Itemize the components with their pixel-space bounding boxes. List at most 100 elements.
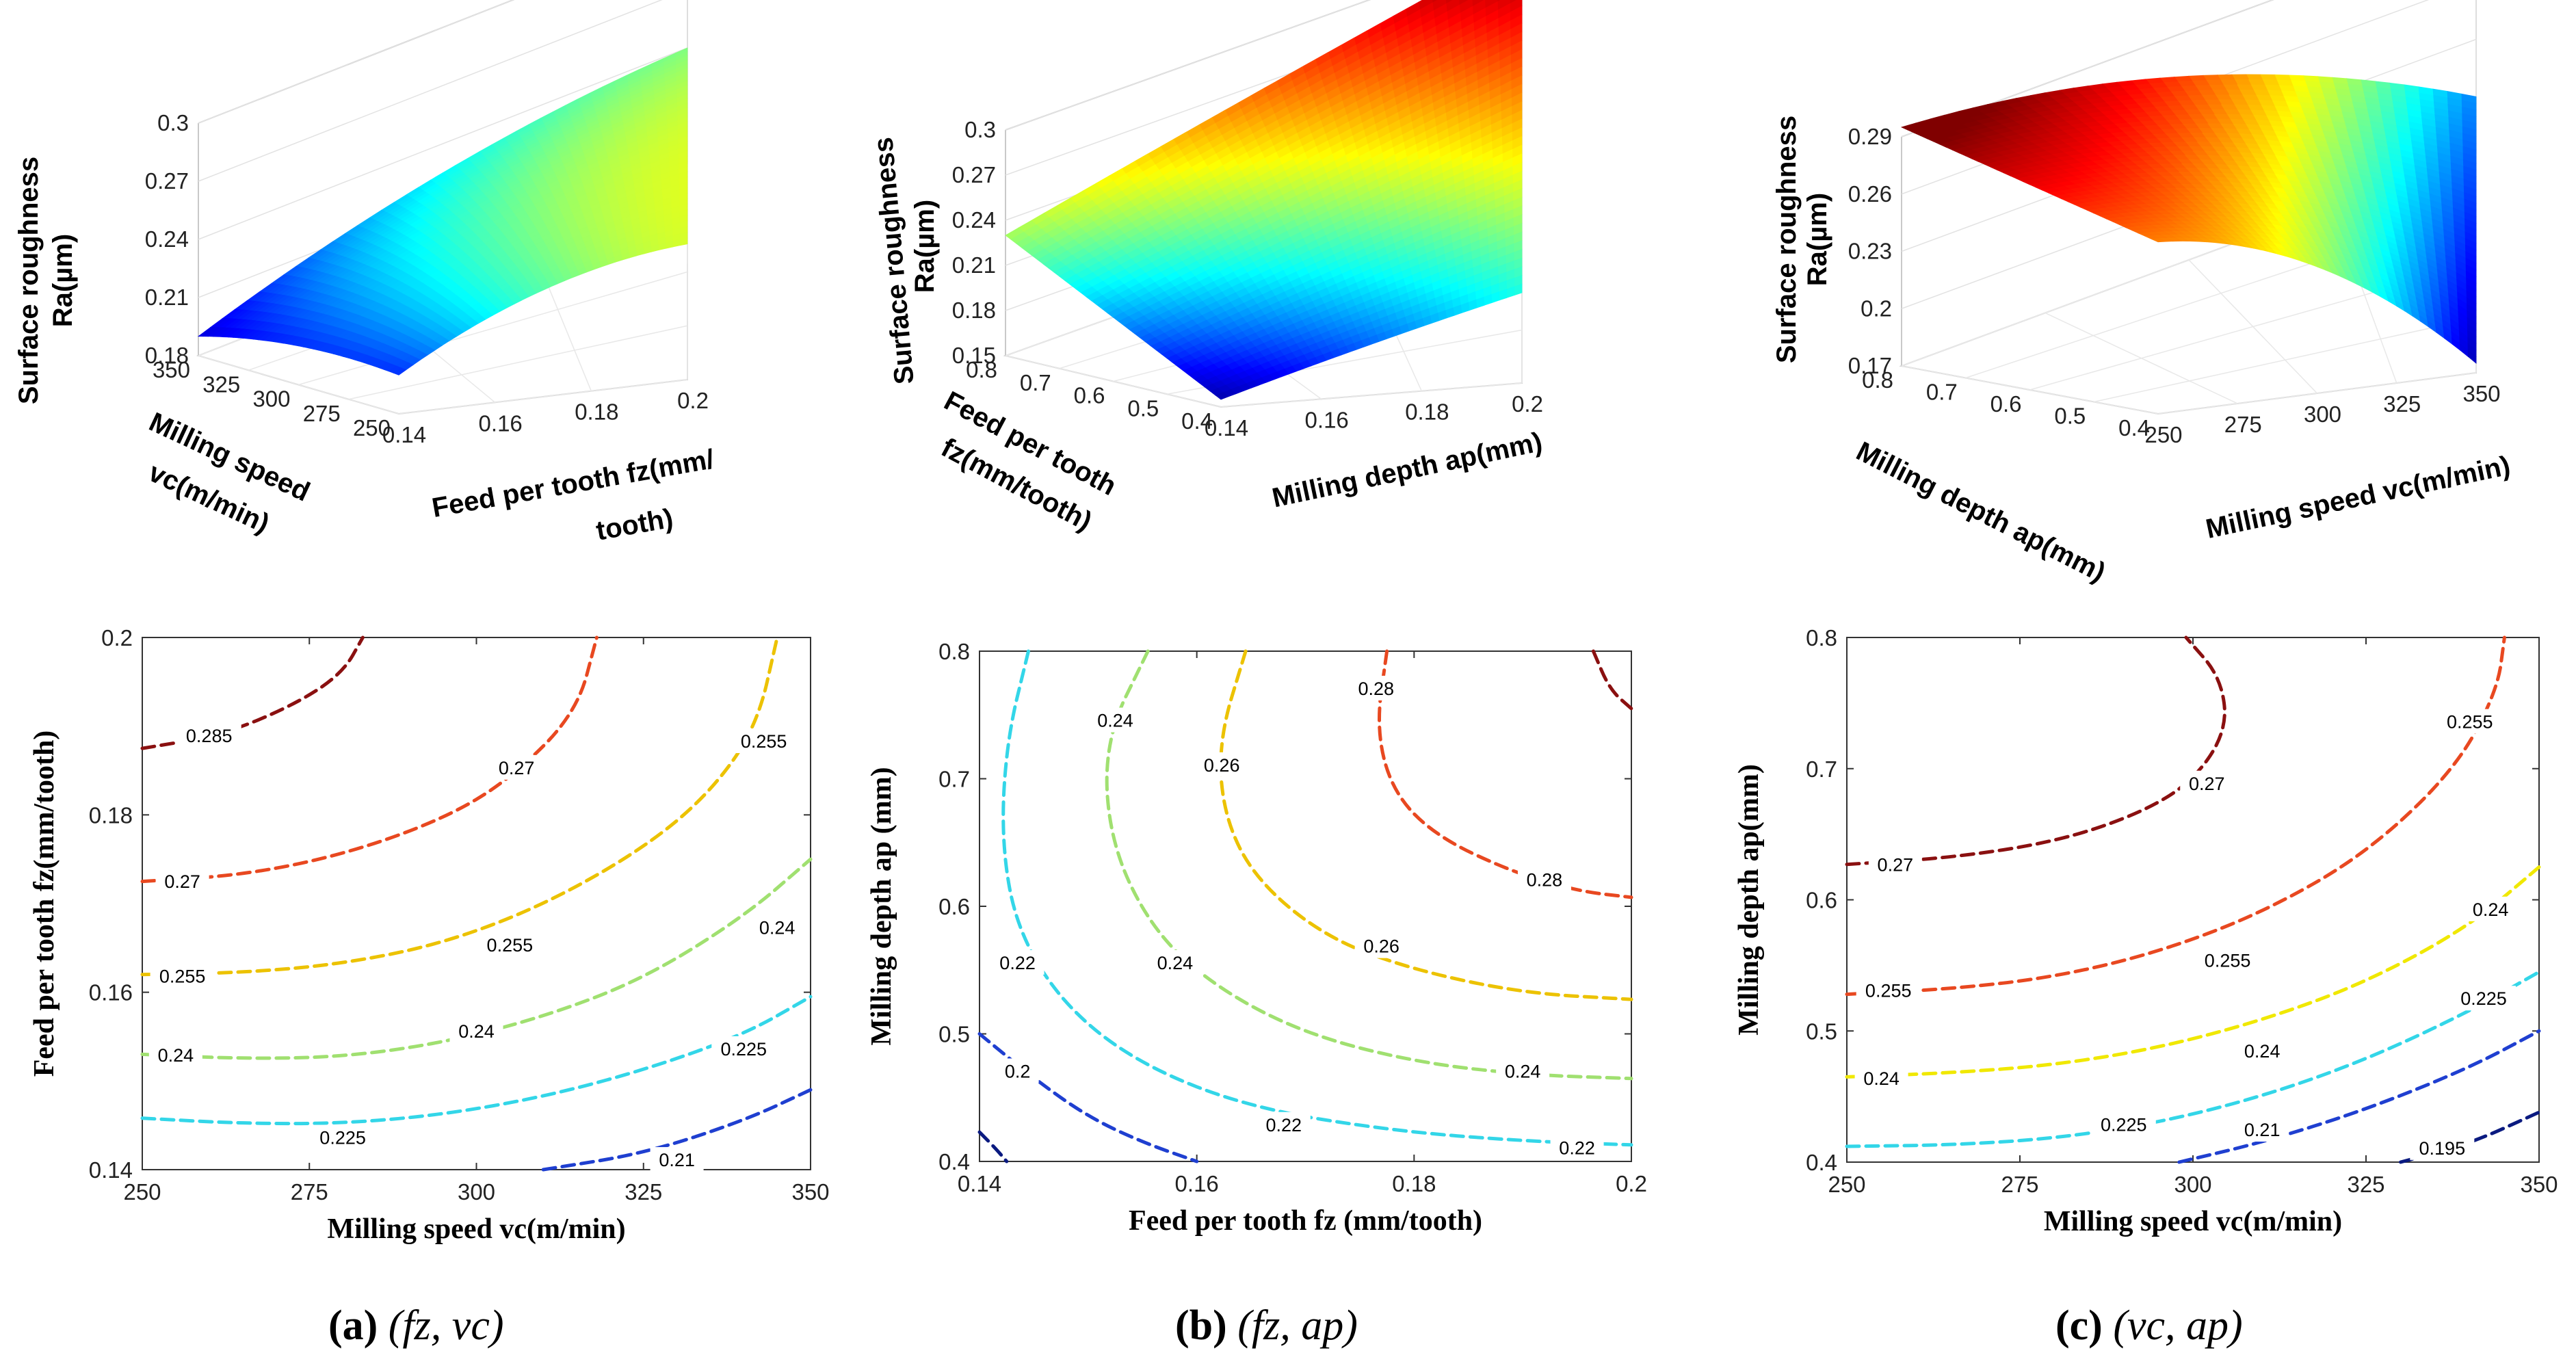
x-tick-label: 250: [2144, 422, 2182, 447]
x-axis-label-unit: tooth): [594, 503, 675, 547]
contour-label: 0.21: [659, 1150, 695, 1170]
surface-mesh: [1900, 74, 2477, 364]
x-tick-label: 325: [2383, 391, 2421, 417]
y-tick-label: 0.4: [1181, 408, 1213, 434]
x-axis-label: Milling depth ap(mm): [1270, 427, 1545, 514]
contour-label: 0.225: [721, 1039, 767, 1060]
contour-label: 0.285: [186, 726, 233, 746]
y-tick-label: 350: [153, 357, 190, 382]
y-axis-label: Milling depth ap(mm): [1852, 436, 2110, 588]
surface-facet: [2265, 84, 2283, 92]
x-tick-label: 300: [2304, 402, 2341, 427]
x-tick-label: 0.2: [1512, 391, 1543, 417]
y-tick-label: 0.6: [1990, 391, 2022, 417]
x-tick-label: 275: [291, 1179, 328, 1205]
x-tick-label: 0.16: [1305, 407, 1349, 432]
x-axis-label: Milling speed vc(m/min): [327, 1213, 625, 1245]
floor-gridline: [2094, 317, 2477, 403]
floor-gridline: [298, 271, 688, 386]
z-tick-label: 0.21: [145, 285, 189, 310]
floor-gridline: [398, 379, 688, 415]
surface-facet: [679, 237, 688, 246]
z-axis-label: Surface roughness: [1772, 116, 1802, 363]
y-tick-label: 275: [303, 401, 341, 426]
plot-frame: [979, 650, 1632, 1162]
x-tick-label: 0.18: [1392, 1171, 1436, 1196]
contour-label: 0.27: [164, 871, 200, 892]
z-tick-label: 0.21: [952, 252, 996, 278]
z-tick-label: 0.27: [952, 162, 996, 187]
contour-label: 0.24: [158, 1045, 194, 1066]
surface-facet: [2276, 79, 2294, 87]
floor-gridline: [348, 325, 688, 400]
z-tick-label: 0.3: [157, 110, 189, 135]
surface-facet: [2274, 74, 2292, 81]
surface-plot-b: 0.150.180.210.240.270.30.14 0.16 0.18 0.20.…: [868, 0, 1545, 537]
x-tick-label: 0.16: [1175, 1171, 1219, 1196]
y-tick-label: 0.8: [1862, 367, 1893, 393]
contour-label: 0.255: [487, 935, 534, 956]
x-tick-label: 275: [2224, 412, 2262, 437]
surface-plot-a: 0.18 0.21 0.24 0.27 0.3 0.14 0.16 0.18 0.2 250 275…: [14, 0, 716, 547]
z-tick-label: 0.18: [145, 343, 189, 368]
y-tick-label: 0.18: [89, 802, 133, 828]
z-axis-label-unit: Ra(µm): [1802, 193, 1832, 286]
y-tick-label: 0.7: [1020, 370, 1051, 395]
contour-label: 0.27: [499, 758, 535, 778]
contour-label: 0.255: [741, 731, 787, 752]
z-axis-label-unit: Ra(µm): [910, 200, 940, 293]
y-tick-label: 300: [252, 386, 290, 412]
x-tick-label: 325: [625, 1179, 662, 1205]
contour-label: 0.24: [458, 1021, 495, 1042]
x-tick-label: 0.14: [382, 422, 426, 447]
y-tick-label: 0.14: [89, 1157, 133, 1183]
z-axis-label-unit: Ra(µm): [48, 234, 78, 327]
x-tick-label: 0.18: [575, 399, 618, 425]
x-tick-label: 250: [123, 1179, 161, 1205]
y-tick-label: 0.7: [1926, 380, 1958, 405]
z-tick-label: 0.3: [964, 117, 996, 142]
y-tick-label: 0.5: [2054, 404, 2086, 429]
x-tick-label: 0.18: [1405, 399, 1449, 425]
surface-facet: [2260, 74, 2278, 81]
x-tick-label: 350: [2462, 381, 2500, 406]
surface-facet: [2250, 84, 2269, 91]
y-tick-label: 0.4: [2118, 415, 2150, 440]
surface-facet: [2248, 79, 2266, 86]
z-tick-label: 0.27: [145, 168, 189, 194]
x-axis-label: Feed per tooth fz(mm/: [430, 444, 716, 523]
y-tick-label: 0.16: [89, 980, 133, 1005]
y-tick-label: 0.8: [966, 357, 997, 382]
floor-gridline: [1220, 382, 1523, 408]
z-tick-label: 0.23: [1848, 239, 1892, 264]
z-tick-label: 0.26: [1848, 181, 1892, 207]
z-axis-label: Surface roughness: [14, 157, 44, 404]
surface-facet: [672, 239, 681, 248]
y-axis-label: Feed per tooth fz(mm/tooth): [29, 731, 60, 1077]
x-tick-label: 0.14: [958, 1171, 1001, 1196]
y-tick-label: 0.5: [1127, 395, 1159, 421]
z-tick-label: 0.29: [1848, 124, 1892, 149]
surface-mesh: [197, 47, 688, 376]
contour-label: 0.225: [319, 1128, 366, 1148]
x-tick-label: 0.16: [479, 410, 523, 436]
z-tick-label: 0.2: [1861, 295, 1892, 321]
plot-frame: [142, 637, 811, 1170]
surface-mesh: [1005, 0, 1523, 400]
contour-label: 0.255: [159, 966, 206, 987]
y-tick-label: 0.6: [1074, 383, 1105, 408]
x-tick-label: 0.2: [677, 388, 709, 413]
contour-label: 0.24: [759, 917, 796, 938]
surface-facet: [2262, 79, 2281, 86]
x-axis-label: Milling speed vc(m/min): [2203, 451, 2513, 544]
y-tick-label: 0.2: [101, 625, 133, 650]
z-tick-label: 0.24: [145, 226, 189, 252]
y-tick-label: 250: [353, 415, 391, 440]
y-tick-label: 325: [202, 371, 240, 397]
z-tick-label: 0.24: [952, 207, 996, 233]
x-tick-label: 350: [791, 1179, 829, 1205]
